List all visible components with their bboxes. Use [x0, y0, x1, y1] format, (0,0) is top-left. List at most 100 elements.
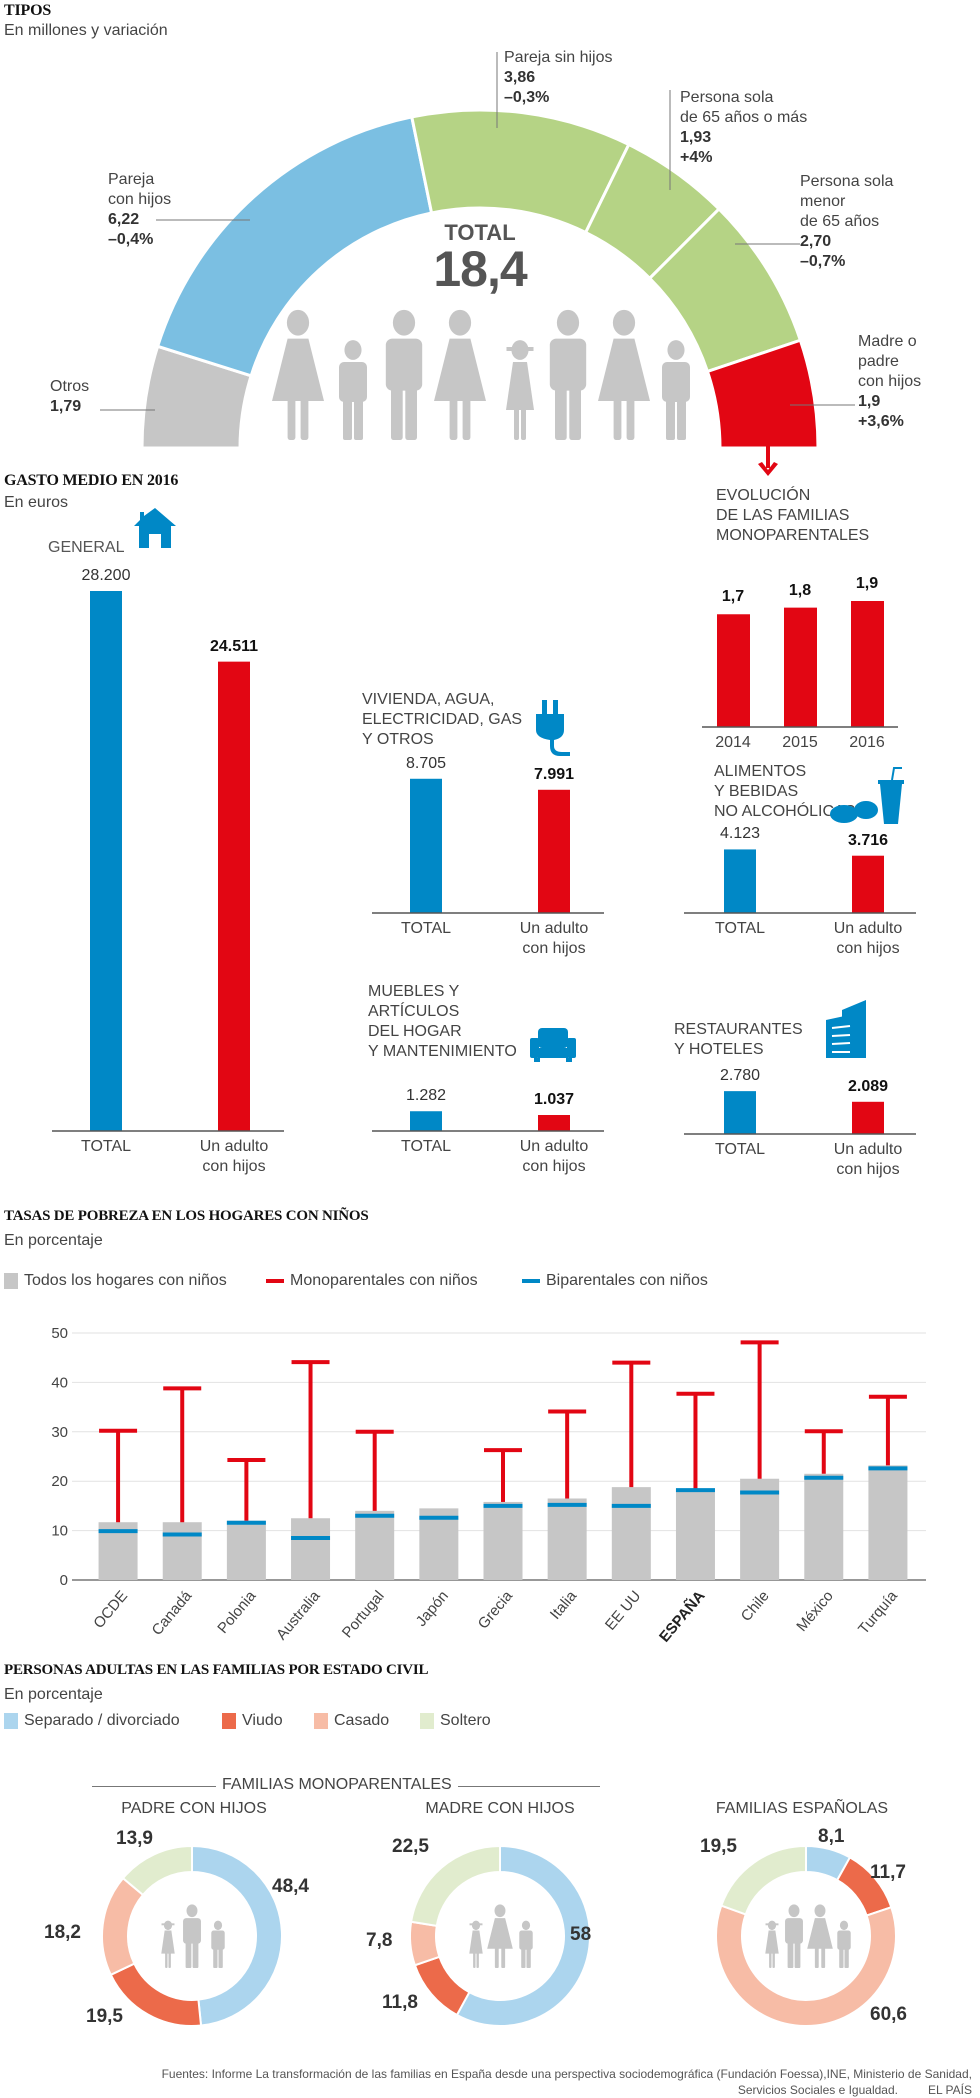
value-year-2014: 1,7: [721, 588, 745, 606]
donut-value-label: 8,1: [818, 1826, 845, 1847]
bar-chart-evolucion: [702, 601, 898, 728]
bar-todos-6: [483, 1501, 523, 1580]
legend-viudo: Viudo: [222, 1712, 283, 1730]
legend-soltero: Soltero: [420, 1712, 491, 1730]
donut-value-label: 60,6: [870, 2004, 907, 2025]
bar-year-2014: [717, 614, 750, 727]
bar-todos-1: [162, 1522, 202, 1580]
bar-chart-alimentos: [684, 849, 916, 914]
bar-adulto-muebles: [538, 1115, 570, 1131]
legend-swatch-soltero: [420, 1713, 434, 1729]
pobreza-subtitle: En porcentaje: [4, 1232, 103, 1249]
segment-label-madre-padre-con-hijos: Madre o padre con hijos 1,9 +3,6%: [858, 333, 922, 430]
y-tick-label: 30: [51, 1424, 68, 1441]
segment-label-pareja-con-hijos: Pareja con hijos 6,22 –0,4%: [108, 171, 172, 248]
marker-mono-0: [99, 1428, 138, 1523]
y-tick-label: 0: [60, 1572, 68, 1589]
marker-mono-10: [740, 1340, 779, 1479]
axis-adulto-general: Un adulto con hijos: [199, 1138, 269, 1175]
value-adulto-vivienda: 7.991: [533, 765, 575, 783]
donut-value-label: 48,4: [272, 1876, 309, 1897]
bar-todos-7: [547, 1498, 587, 1580]
donut-slice-soltero: [409, 1844, 501, 1928]
y-tick-label: 40: [51, 1374, 68, 1391]
donut-slice-viudo: [109, 1962, 203, 2027]
value-total-general: 28.200: [81, 567, 131, 584]
bar-todos-8: [611, 1487, 651, 1580]
donut-slice-soltero: [720, 1844, 807, 1916]
value-total-restaurantes: 2.780: [719, 1067, 761, 1085]
bar-todos-3: [291, 1518, 331, 1580]
value-total-alimentos: 4.123: [719, 825, 761, 843]
bar-todos-4: [355, 1510, 395, 1580]
donut-title-padre: PADRE CON HIJOS: [121, 1800, 267, 1817]
bar-adulto-restaurantes: [852, 1101, 884, 1134]
value-total-muebles: 1.282: [405, 1087, 447, 1105]
donut-value-label: 19,5: [86, 2006, 123, 2027]
segment-label-persona-sola-menor-65: Persona sola menor de 65 años 2,70 –0,7%: [800, 173, 894, 270]
donut-value-label: 18,2: [44, 1922, 81, 1943]
legend-swatch-blue: [522, 1279, 540, 1283]
y-tick-label: 20: [51, 1473, 68, 1490]
estado-subtitle: En porcentaje: [4, 1686, 103, 1703]
legend-separado: Separado / divorciado: [4, 1712, 180, 1730]
y-tick-label: 10: [51, 1523, 68, 1540]
building-icon: [826, 1000, 868, 1063]
value-adulto-alimentos: 3.716: [847, 831, 889, 849]
segment-label-persona-sola-65-mas: Persona sola de 65 años o más 1,93 +4%: [680, 89, 808, 166]
axis-total-muebles: TOTAL: [400, 1138, 452, 1155]
axis-total-restaurantes: TOTAL: [714, 1141, 766, 1158]
donut-value-label: 19,5: [700, 1836, 737, 1857]
bar-adulto-vivienda: [538, 789, 570, 913]
bar-total-muebles: [410, 1111, 442, 1131]
axis-year-2016: 2016: [849, 734, 885, 751]
arrow-down-icon: [756, 442, 780, 483]
restaurantes-label: RESTAURANTES Y HOTELES: [674, 1021, 803, 1058]
general-label: GENERAL: [48, 539, 125, 556]
bar-todos-5: [419, 1508, 459, 1580]
value-adulto-muebles: 1.037: [533, 1091, 575, 1108]
house-icon: [132, 506, 178, 555]
bar-todos-2: [226, 1520, 266, 1580]
donut-title-madre: MADRE CON HIJOS: [425, 1800, 575, 1817]
bar-total-alimentos: [724, 849, 756, 913]
donut-value-label: 7,8: [366, 1930, 393, 1951]
donut-slice-viudo: [413, 1955, 471, 2017]
marker-mono-6: [484, 1448, 522, 1502]
total-value: 18,4: [433, 241, 527, 297]
donut-slice-separado: [191, 1844, 284, 2027]
legend-todos: Todos los hogares con niños: [4, 1272, 227, 1290]
bar-adulto-alimentos: [852, 855, 884, 913]
legend-bi: Biparentales con niños: [522, 1272, 708, 1290]
bar-total-restaurantes: [724, 1091, 756, 1134]
legend-casado: Casado: [314, 1712, 389, 1730]
total-label: TOTAL: [444, 220, 516, 245]
legend-swatch-casado: [314, 1713, 328, 1729]
axis-adulto-muebles: Un adulto con hijos: [519, 1138, 589, 1175]
legend-swatch-red: [266, 1279, 284, 1283]
gasto-subtitle: En euros: [4, 494, 69, 511]
legend-swatch-separado: [4, 1713, 18, 1729]
marker-mono-11: [804, 1429, 843, 1474]
marker-mono-7: [548, 1409, 587, 1499]
bar-chart-general: [52, 591, 284, 1132]
value-year-2016: 1,9: [855, 575, 879, 592]
axis-year-2014: 2014: [715, 734, 751, 751]
bar-year-2015: [784, 607, 817, 727]
alimentos-label: ALIMENTOS Y BEBIDAS NO ALCOHÓLICAS: [714, 763, 856, 820]
estado-title: PERSONAS ADULTAS EN LAS FAMILIAS POR EST…: [4, 1662, 429, 1678]
group-label: FAMILIAS MONOPARENTALES: [216, 1776, 458, 1794]
legend-mono: Monoparentales con niños: [266, 1272, 478, 1290]
axis-total-alimentos: TOTAL: [714, 920, 766, 937]
value-total-vivienda: 8.705: [405, 754, 447, 772]
food-drink-icon: [830, 767, 910, 829]
gasto-title: GASTO MEDIO EN 2016: [4, 472, 179, 489]
marker-mono-12: [868, 1394, 907, 1466]
marker-mono-2: [227, 1457, 266, 1521]
segment-label-pareja-sin-hijos: Pareja sin hijos 3,86 –0,3%: [504, 49, 613, 106]
donut-slice-separado: [455, 1844, 592, 2027]
bar-chart-restaurantes: [684, 1091, 916, 1135]
axis-total-vivienda: TOTAL: [400, 920, 452, 937]
